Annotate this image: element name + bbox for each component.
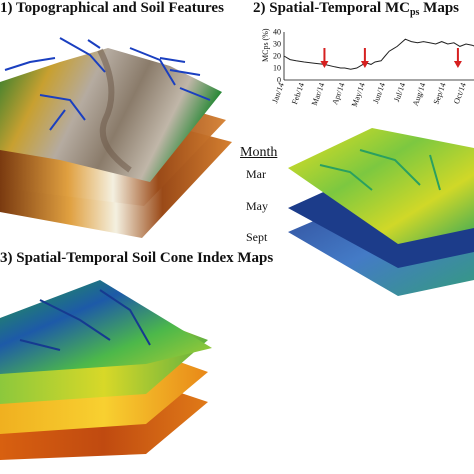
x-tick-group: Jan/14 Feb/14 Mar/14 Apr/14 May/14 Jun/14 Jul/…: [270, 82, 468, 108]
month-label-sept: Sept: [246, 230, 268, 244]
x-tick-label: Jul/14: [392, 82, 407, 103]
x-tick-label: Mar/14: [310, 82, 327, 107]
month-arrow: [453, 48, 462, 68]
cone-map-channels: [19, 289, 151, 351]
elevation-surface: [0, 48, 222, 182]
month-label-may: May: [246, 199, 268, 213]
mc-map-stack: [288, 128, 474, 296]
cone-map-layer-1: [0, 280, 212, 374]
elevation-ridge: [97, 48, 132, 173]
panel-2-title-subscript: ps: [409, 7, 420, 18]
arrow-group: [320, 48, 462, 68]
mc-map-mar-channels: [319, 149, 441, 191]
topography-layer-stack: [0, 37, 232, 238]
y-tick-label: 30: [273, 40, 281, 49]
mc-series-line: [283, 38, 474, 70]
y-tick-label: 10: [273, 64, 281, 73]
panel-2-title-main: 2) Spatial-Temporal MC: [253, 0, 410, 16]
mc-map-mar: [288, 128, 474, 244]
month-arrow: [320, 48, 329, 68]
y-tick-label: 20: [273, 52, 281, 61]
y-tick-group: 0 10 20 30 40: [273, 28, 281, 85]
stream-network: [4, 37, 211, 131]
month-legend-heading: Month: [240, 145, 278, 160]
x-tick-label: Apr/14: [330, 82, 346, 106]
x-tick-label: Oct/14: [452, 82, 468, 106]
panel-2-title-end: Maps: [419, 0, 459, 16]
x-tick-label: Jan/14: [270, 82, 286, 105]
cone-index-stack: [0, 280, 212, 460]
y-tick-label: 0: [277, 76, 281, 85]
mc-time-series-chart: 0 10 20 30 40 Jan/14 Feb/14 Mar/14 Apr/14 May/14…: [261, 28, 474, 108]
panel-1-title: 1) Topographical and Soil Features: [0, 0, 224, 16]
x-tick-label: Sep/14: [432, 82, 448, 106]
month-arrow: [360, 48, 369, 68]
y-axis-label: MCps (%): [261, 28, 270, 62]
x-tick-label: May/14: [350, 82, 367, 108]
x-tick-label: Jun/14: [371, 82, 387, 105]
x-tick-label: Feb/14: [290, 82, 306, 106]
y-tick-label: 40: [273, 28, 281, 37]
month-label-mar: Mar: [246, 167, 266, 181]
x-tick-label: Aug/14: [411, 82, 428, 108]
panel-3-title: 3) Spatial-Temporal Soil Cone Index Maps: [0, 250, 274, 266]
panel-2-title: 2) Spatial-Temporal MCps Maps: [253, 0, 459, 21]
